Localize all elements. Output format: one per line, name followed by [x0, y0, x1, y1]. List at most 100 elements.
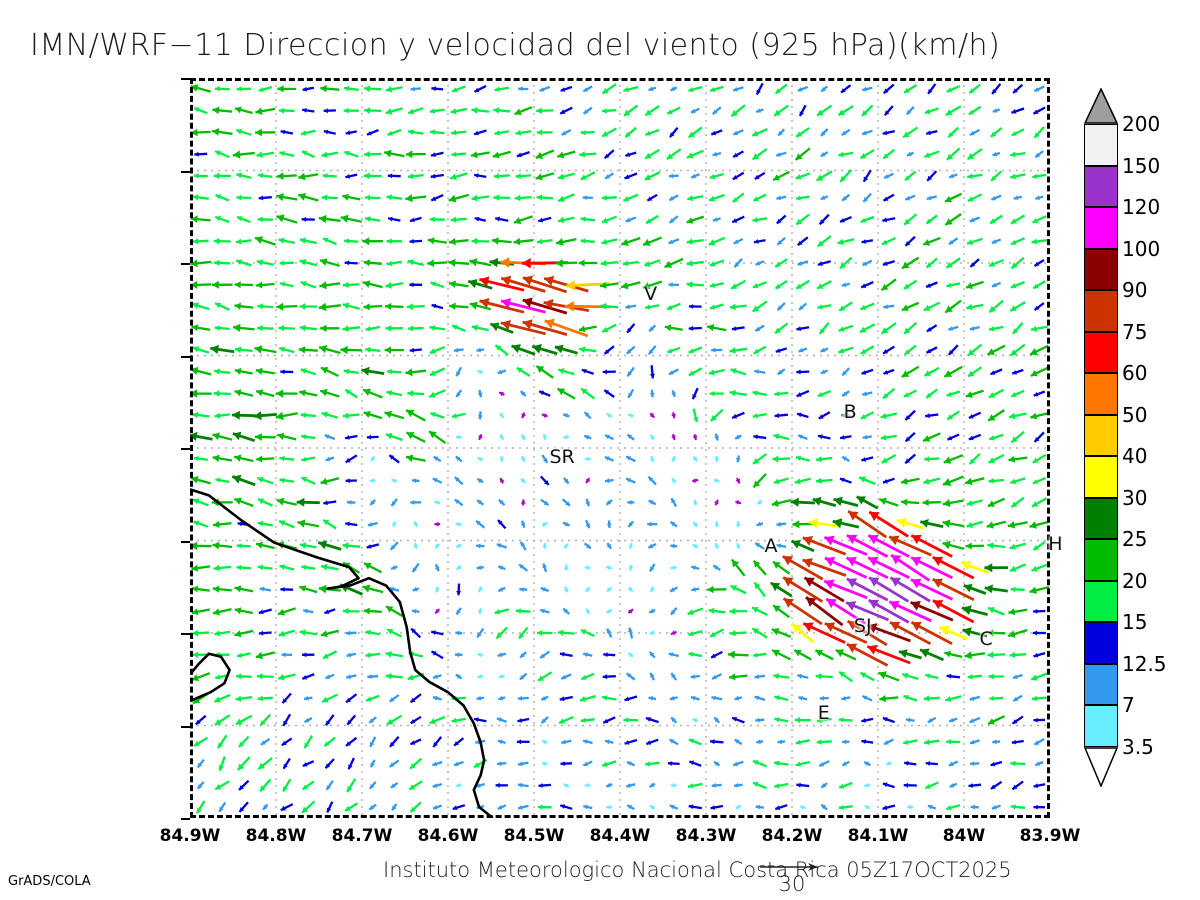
wind-vector — [648, 651, 656, 659]
wind-vector — [563, 434, 570, 440]
wind-vector — [623, 104, 639, 117]
wind-vector — [190, 541, 212, 550]
colorbar-tick-label: 25 — [1122, 527, 1148, 551]
wind-vector — [279, 564, 295, 571]
wind-vector — [542, 563, 548, 573]
wind-vector — [728, 673, 748, 681]
wind-vector — [364, 216, 381, 222]
wind-vector — [755, 82, 764, 96]
wind-vector — [949, 782, 958, 789]
y-axis-tick — [181, 78, 190, 80]
wind-vector — [601, 83, 617, 95]
wind-vector — [1033, 431, 1045, 443]
colorbar-cell — [1084, 248, 1118, 290]
wind-vector — [448, 258, 470, 267]
wind-vector — [669, 695, 678, 701]
wind-vector — [845, 601, 890, 622]
wind-vector — [906, 151, 914, 157]
wind-vector — [235, 673, 252, 680]
wind-vector — [735, 521, 741, 528]
wind-vector — [511, 344, 536, 356]
wind-vector — [455, 389, 463, 398]
wind-vector — [988, 388, 1005, 399]
wind-vector — [387, 368, 402, 375]
wind-vector — [882, 148, 896, 160]
wind-vector — [797, 434, 808, 440]
wind-vector — [342, 325, 361, 332]
wind-vector — [945, 257, 961, 269]
wind-vector — [773, 433, 790, 441]
wind-vector — [882, 217, 896, 223]
wind-vector — [521, 412, 526, 419]
wind-vector — [797, 260, 809, 266]
wind-vector — [863, 760, 871, 767]
wind-vector — [841, 760, 850, 767]
wind-vector — [990, 194, 1002, 201]
wind-vector — [774, 322, 789, 335]
wind-vector — [773, 104, 789, 117]
wind-vector — [862, 192, 872, 203]
wind-vector — [299, 303, 318, 310]
wind-vector — [363, 607, 382, 615]
wind-vector — [904, 760, 917, 766]
wind-vector — [253, 411, 277, 421]
plot-area — [190, 78, 1050, 818]
wind-vector — [735, 804, 742, 810]
wind-vector — [318, 214, 341, 224]
wind-vector — [515, 173, 531, 179]
wind-vector — [835, 649, 857, 661]
wind-vector — [944, 650, 963, 659]
wind-vector — [688, 804, 702, 810]
wind-vector — [519, 651, 528, 659]
wind-vector — [604, 172, 615, 180]
wind-vector — [1034, 195, 1044, 200]
wind-vector — [276, 214, 298, 224]
wind-vector — [281, 652, 293, 658]
wind-vector — [298, 172, 319, 181]
wind-vector — [579, 151, 597, 158]
wind-vector — [232, 323, 255, 332]
wind-vector — [910, 578, 954, 601]
wind-vector — [321, 411, 339, 419]
wind-vector — [602, 716, 616, 724]
wind-vector — [838, 804, 853, 810]
wind-vector — [432, 477, 443, 484]
wind-vector — [815, 673, 833, 680]
wind-vector — [866, 623, 911, 643]
wind-vector — [881, 237, 896, 246]
wind-vector — [515, 608, 531, 614]
wind-vector — [343, 107, 359, 114]
wind-vector — [582, 652, 593, 657]
wind-vector — [344, 434, 358, 440]
wind-vector — [427, 259, 448, 267]
wind-vector — [584, 783, 591, 788]
colorbar-cell — [1084, 373, 1118, 415]
wind-vector — [193, 173, 208, 179]
wind-vector — [473, 84, 487, 93]
wind-vector — [536, 630, 553, 636]
colorbar-tick-label: 120 — [1122, 195, 1161, 219]
wind-vector — [320, 366, 339, 378]
wind-vector — [497, 804, 507, 810]
wind-vector — [932, 556, 975, 580]
wind-vector — [903, 84, 918, 94]
wind-vector — [709, 282, 724, 288]
wind-vector — [668, 238, 680, 245]
wind-vector — [363, 259, 382, 267]
wind-vector — [433, 455, 442, 463]
wind-vector — [649, 412, 656, 419]
wind-vector — [904, 431, 916, 443]
wind-vector — [559, 106, 573, 115]
wind-vector — [947, 344, 959, 356]
wind-vector — [477, 456, 484, 462]
wind-vector — [196, 781, 205, 790]
wind-vector — [627, 520, 634, 528]
wind-vector — [796, 389, 810, 398]
wind-vector — [585, 586, 591, 593]
wind-vector — [407, 325, 424, 332]
wind-vector — [213, 172, 231, 180]
wind-vector — [623, 193, 639, 202]
wind-vector — [1012, 673, 1023, 680]
wind-vector — [966, 237, 983, 245]
wind-vector — [927, 83, 937, 95]
